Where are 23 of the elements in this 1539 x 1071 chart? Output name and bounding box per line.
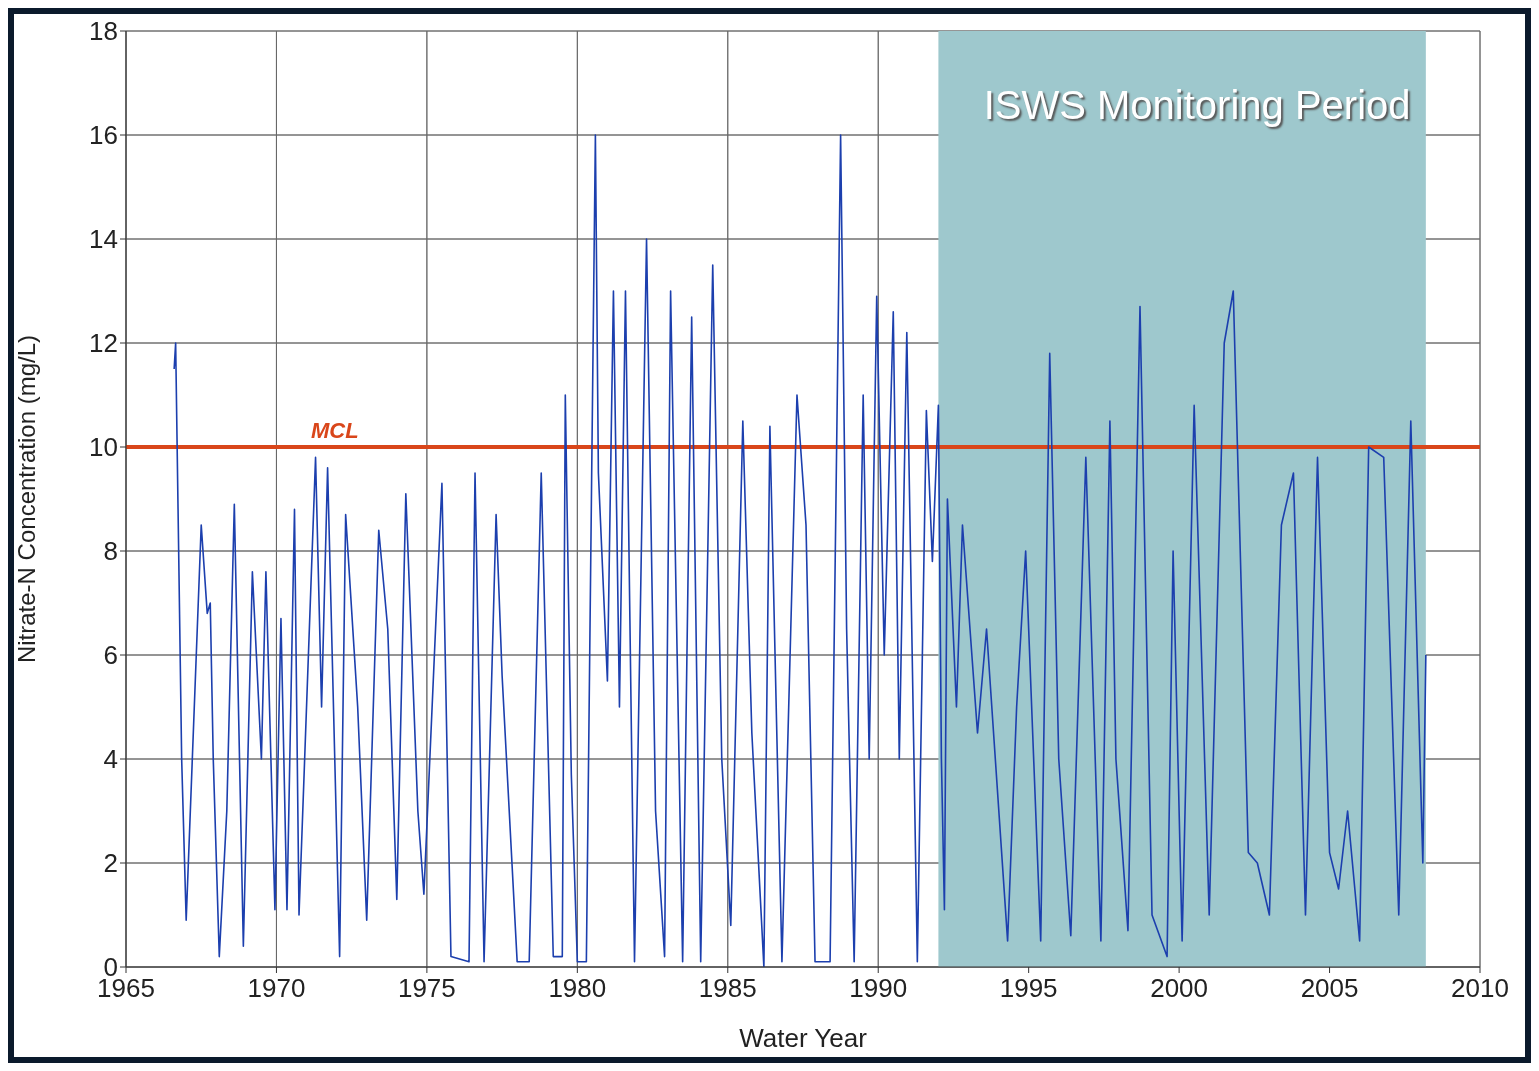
- x-tick-label: 2010: [1451, 973, 1509, 1004]
- x-axis-title: Water Year: [739, 1023, 868, 1053]
- y-tick-label: 8: [103, 536, 118, 567]
- x-tick-label: 1985: [698, 973, 757, 1004]
- y-tick-label: 2: [103, 848, 118, 879]
- y-tick-label: 12: [89, 328, 118, 359]
- y-tick-label: 6: [103, 640, 118, 671]
- x-tick-label: 1990: [849, 973, 908, 1004]
- y-tick-label: 10: [89, 432, 118, 463]
- x-tick-label: 2005: [1300, 973, 1359, 1004]
- x-tick-label: 1995: [999, 973, 1058, 1004]
- x-tick-label: 1975: [397, 973, 456, 1004]
- line-series: [173, 134, 1427, 967]
- x-tick-label: 1970: [247, 973, 306, 1004]
- x-tick-label: 2000: [1150, 973, 1209, 1004]
- y-tick-label: 18: [89, 16, 118, 47]
- ref-line-label: MCL: [311, 417, 359, 443]
- band-label: ISWS Monitoring Period: [983, 83, 1411, 127]
- y-tick-label: 16: [89, 120, 118, 151]
- x-tick-label: 1980: [548, 973, 607, 1004]
- y-axis-title: Nitrate-N Concentration (mg/L): [12, 334, 40, 664]
- y-tick-label: 14: [89, 224, 118, 255]
- y-tick-label: 4: [103, 744, 118, 775]
